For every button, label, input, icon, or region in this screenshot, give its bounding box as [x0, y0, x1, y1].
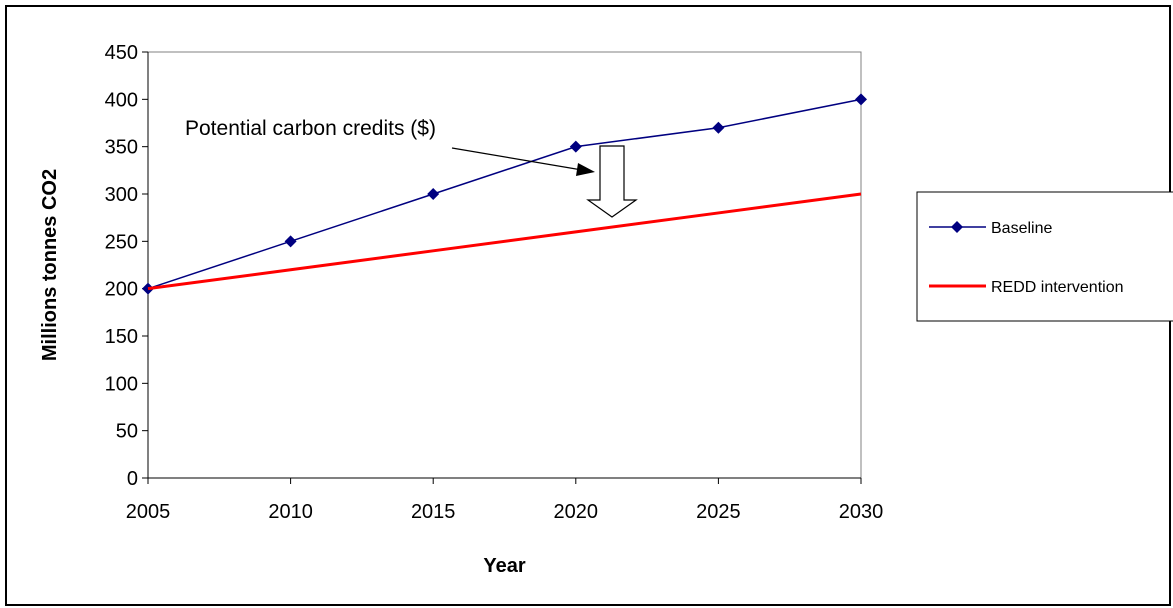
x-tick-label: 2020: [554, 501, 599, 523]
y-tick-label: 350: [105, 137, 138, 159]
annotation-arrowhead: [576, 163, 595, 176]
y-tick-label: 200: [105, 279, 138, 301]
annotation-arrow-line: [451, 147, 583, 171]
plot-area: [147, 51, 862, 479]
y-tick-label: 300: [105, 184, 138, 206]
block-down-arrow: [586, 145, 638, 218]
data-point-baseline: [855, 93, 867, 106]
x-tick-label: 2010: [268, 501, 313, 523]
x-tick-label: 2005: [126, 501, 171, 523]
data-point-baseline: [427, 188, 440, 200]
x-tick-label: 2025: [696, 501, 741, 523]
legend-swatch-diamond: [951, 221, 963, 233]
y-tick-label: 250: [105, 231, 138, 253]
series-line-redd-intervention: [147, 192, 862, 291]
y-tick-label: 50: [116, 421, 138, 443]
legend-label: Baseline: [991, 220, 1052, 237]
x-axis-title: Year: [483, 555, 525, 577]
data-point-baseline: [712, 121, 725, 134]
y-tick-label: 100: [105, 373, 138, 395]
legend-box: [916, 191, 1173, 322]
data-point-baseline: [284, 235, 297, 248]
y-tick-label: 0: [127, 468, 138, 490]
data-point-baseline: [569, 140, 582, 153]
series-line-baseline: [147, 98, 862, 290]
y-tick-label: 150: [105, 326, 138, 348]
x-tick-label: 2015: [411, 501, 456, 523]
annotation-potential-carbon-credits: Potential carbon credits ($): [185, 117, 436, 140]
y-tick-label: 450: [105, 42, 138, 64]
y-tick-label: 400: [105, 89, 138, 111]
y-axis-title: Millions tonnes CO2: [39, 169, 61, 361]
x-tick-label: 2030: [839, 501, 884, 523]
legend-label: REDD intervention: [991, 279, 1124, 296]
